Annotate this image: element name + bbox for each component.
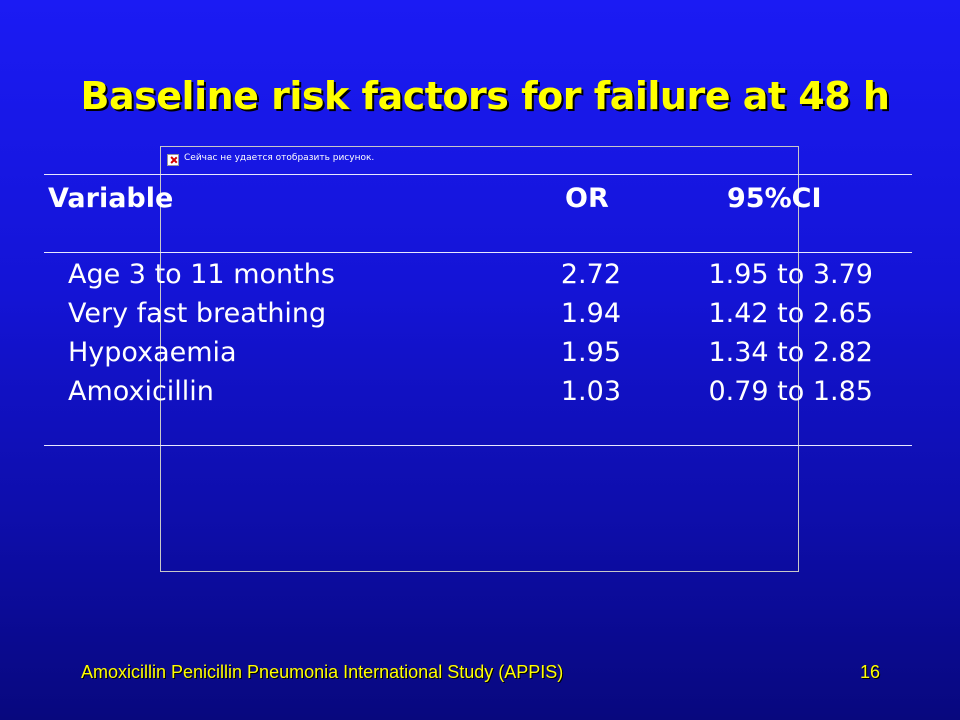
row-variable-hypoxaemia: Hypoxaemia [68,337,237,368]
row-variable-amoxicillin: Amoxicillin [68,376,214,407]
broken-image-text: Сейчас не удается отобразить рисунок. [184,153,375,163]
row-ci-breathing: 1.42 to 2.65 [708,298,873,329]
row-or-breathing: 1.94 [560,298,621,329]
row-variable-breathing: Very fast breathing [68,298,327,329]
slide-title: Baseline risk factors for failure at 48 … [80,74,890,118]
row-or-amoxicillin: 1.03 [560,376,621,407]
row-ci-age: 1.95 to 3.79 [708,259,873,290]
page-number: 16 [859,662,880,682]
broken-image-placeholder: Сейчас не удается отобразить рисунок. [160,146,799,572]
table-top-rule [44,174,912,175]
slide-footer: Amoxicillin Penicillin Pneumonia Interna… [81,662,564,682]
row-or-age: 2.72 [560,259,621,290]
table-bottom-rule [44,445,912,446]
broken-image-icon [167,154,179,166]
table-header-rule [44,252,912,253]
row-ci-hypoxaemia: 1.34 to 2.82 [708,337,873,368]
row-or-hypoxaemia: 1.95 [560,337,621,368]
header-or: OR [565,183,609,214]
row-variable-age: Age 3 to 11 months [68,259,335,290]
header-ci: 95%CI [727,183,822,214]
header-variable: Variable [48,183,174,214]
row-ci-amoxicillin: 0.79 to 1.85 [708,376,873,407]
